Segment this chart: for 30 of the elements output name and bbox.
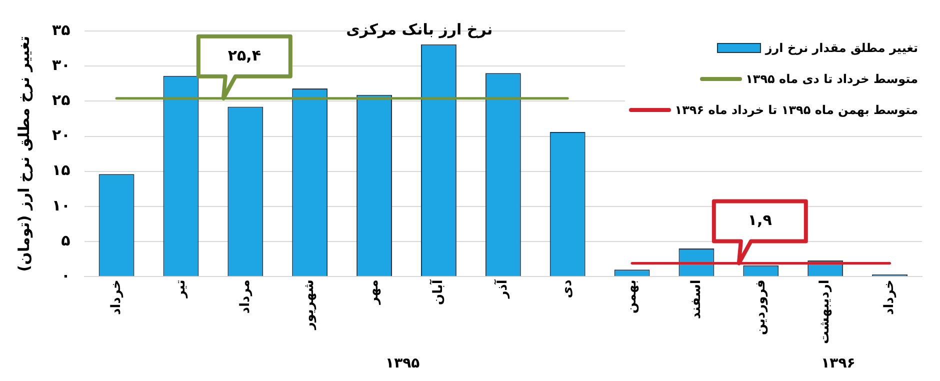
- x-tick-label: فروردین: [753, 280, 768, 336]
- x-tick-label: خرداد: [882, 280, 898, 315]
- x-tick-label: شهریور: [302, 280, 318, 331]
- y-axis-title: تغییر نرخ مطلق نرخ ارز (تومان): [14, 36, 33, 272]
- legend-label: متوسط خرداد تا دی ماه ۱۳۹۵: [746, 72, 918, 86]
- x-tick-label: اردیبهشت: [818, 280, 833, 344]
- y-tick-label: ۱۰: [52, 196, 70, 214]
- y-tick-label: ۲۵: [52, 91, 70, 110]
- x-tick-label: دی: [560, 279, 575, 298]
- legend-label: تغییر مطلق مقدار نرخ ارز: [765, 40, 918, 54]
- x-tick-label: اسفند: [688, 280, 704, 320]
- text: ۱۳۹۶: [821, 356, 856, 372]
- chart-title: نرخ ارز بانک مرکزی: [346, 20, 493, 38]
- x-tick-label: آذر: [494, 279, 511, 300]
- x-tick-label: مهر: [366, 280, 382, 306]
- x-tick-label: بهمن: [624, 280, 640, 314]
- y-tick-label: ۵: [61, 231, 70, 250]
- x-tick-label: مرداد: [238, 280, 253, 314]
- x-tick-label: آبان: [429, 279, 446, 305]
- y-tick-label: ۳۰: [52, 56, 70, 74]
- x-tick-label: خرداد: [108, 280, 124, 315]
- text: ۱۳۹۵: [386, 356, 420, 372]
- y-tick-label: ۰: [61, 266, 70, 285]
- y-tick-label: ۱۵: [52, 161, 70, 180]
- x-tick-label: تیر: [173, 280, 188, 299]
- y-tick-label: ۳۵: [52, 20, 70, 39]
- y-tick-label: ۲۰: [52, 126, 70, 144]
- annotation: ۲۵,۴: [228, 46, 261, 64]
- annotation: ۱,۹: [748, 211, 772, 230]
- legend-label: متوسط بهمن ماه ۱۳۹۵ تا خرداد ماه ۱۳۹۶: [674, 102, 918, 116]
